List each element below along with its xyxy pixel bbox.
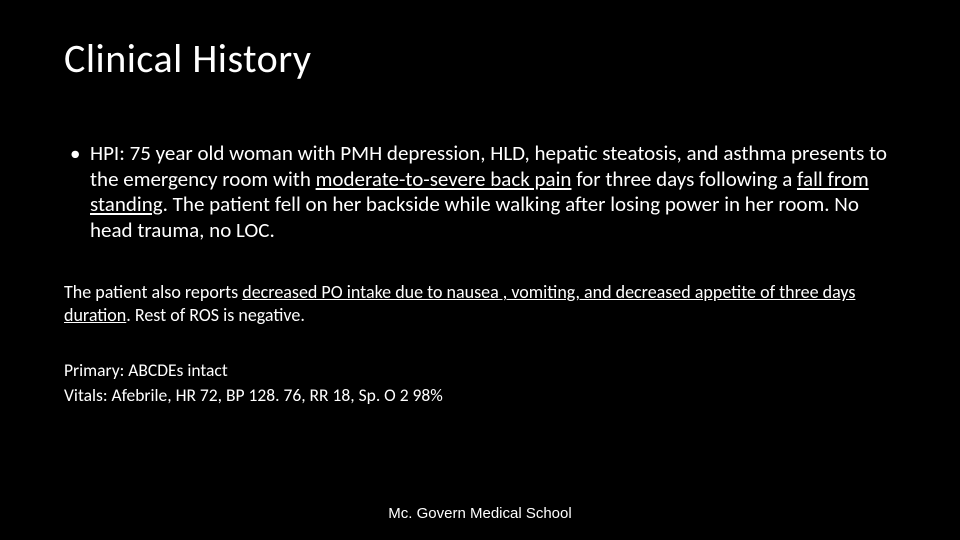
hpi-bullet: • HPI: 75 year old woman with PMH depres…: [64, 141, 896, 243]
bullet-marker-icon: •: [64, 141, 90, 243]
vitals-line: Vitals: Afebrile, HR 72, BP 128. 76, RR …: [64, 383, 896, 408]
primary-survey-line: Primary: ABCDEs intact: [64, 358, 896, 383]
slide: Clinical History • HPI: 75 year old woma…: [0, 0, 960, 540]
hpi-text: HPI: 75 year old woman with PMH depressi…: [90, 141, 896, 243]
exam-paragraph: Primary: ABCDEs intact Vitals: Afebrile,…: [64, 358, 896, 409]
ros-paragraph: The patient also reports decreased PO in…: [64, 281, 896, 327]
slide-title: Clinical History: [64, 34, 896, 83]
footer-text: Mc. Govern Medical School: [0, 505, 960, 522]
